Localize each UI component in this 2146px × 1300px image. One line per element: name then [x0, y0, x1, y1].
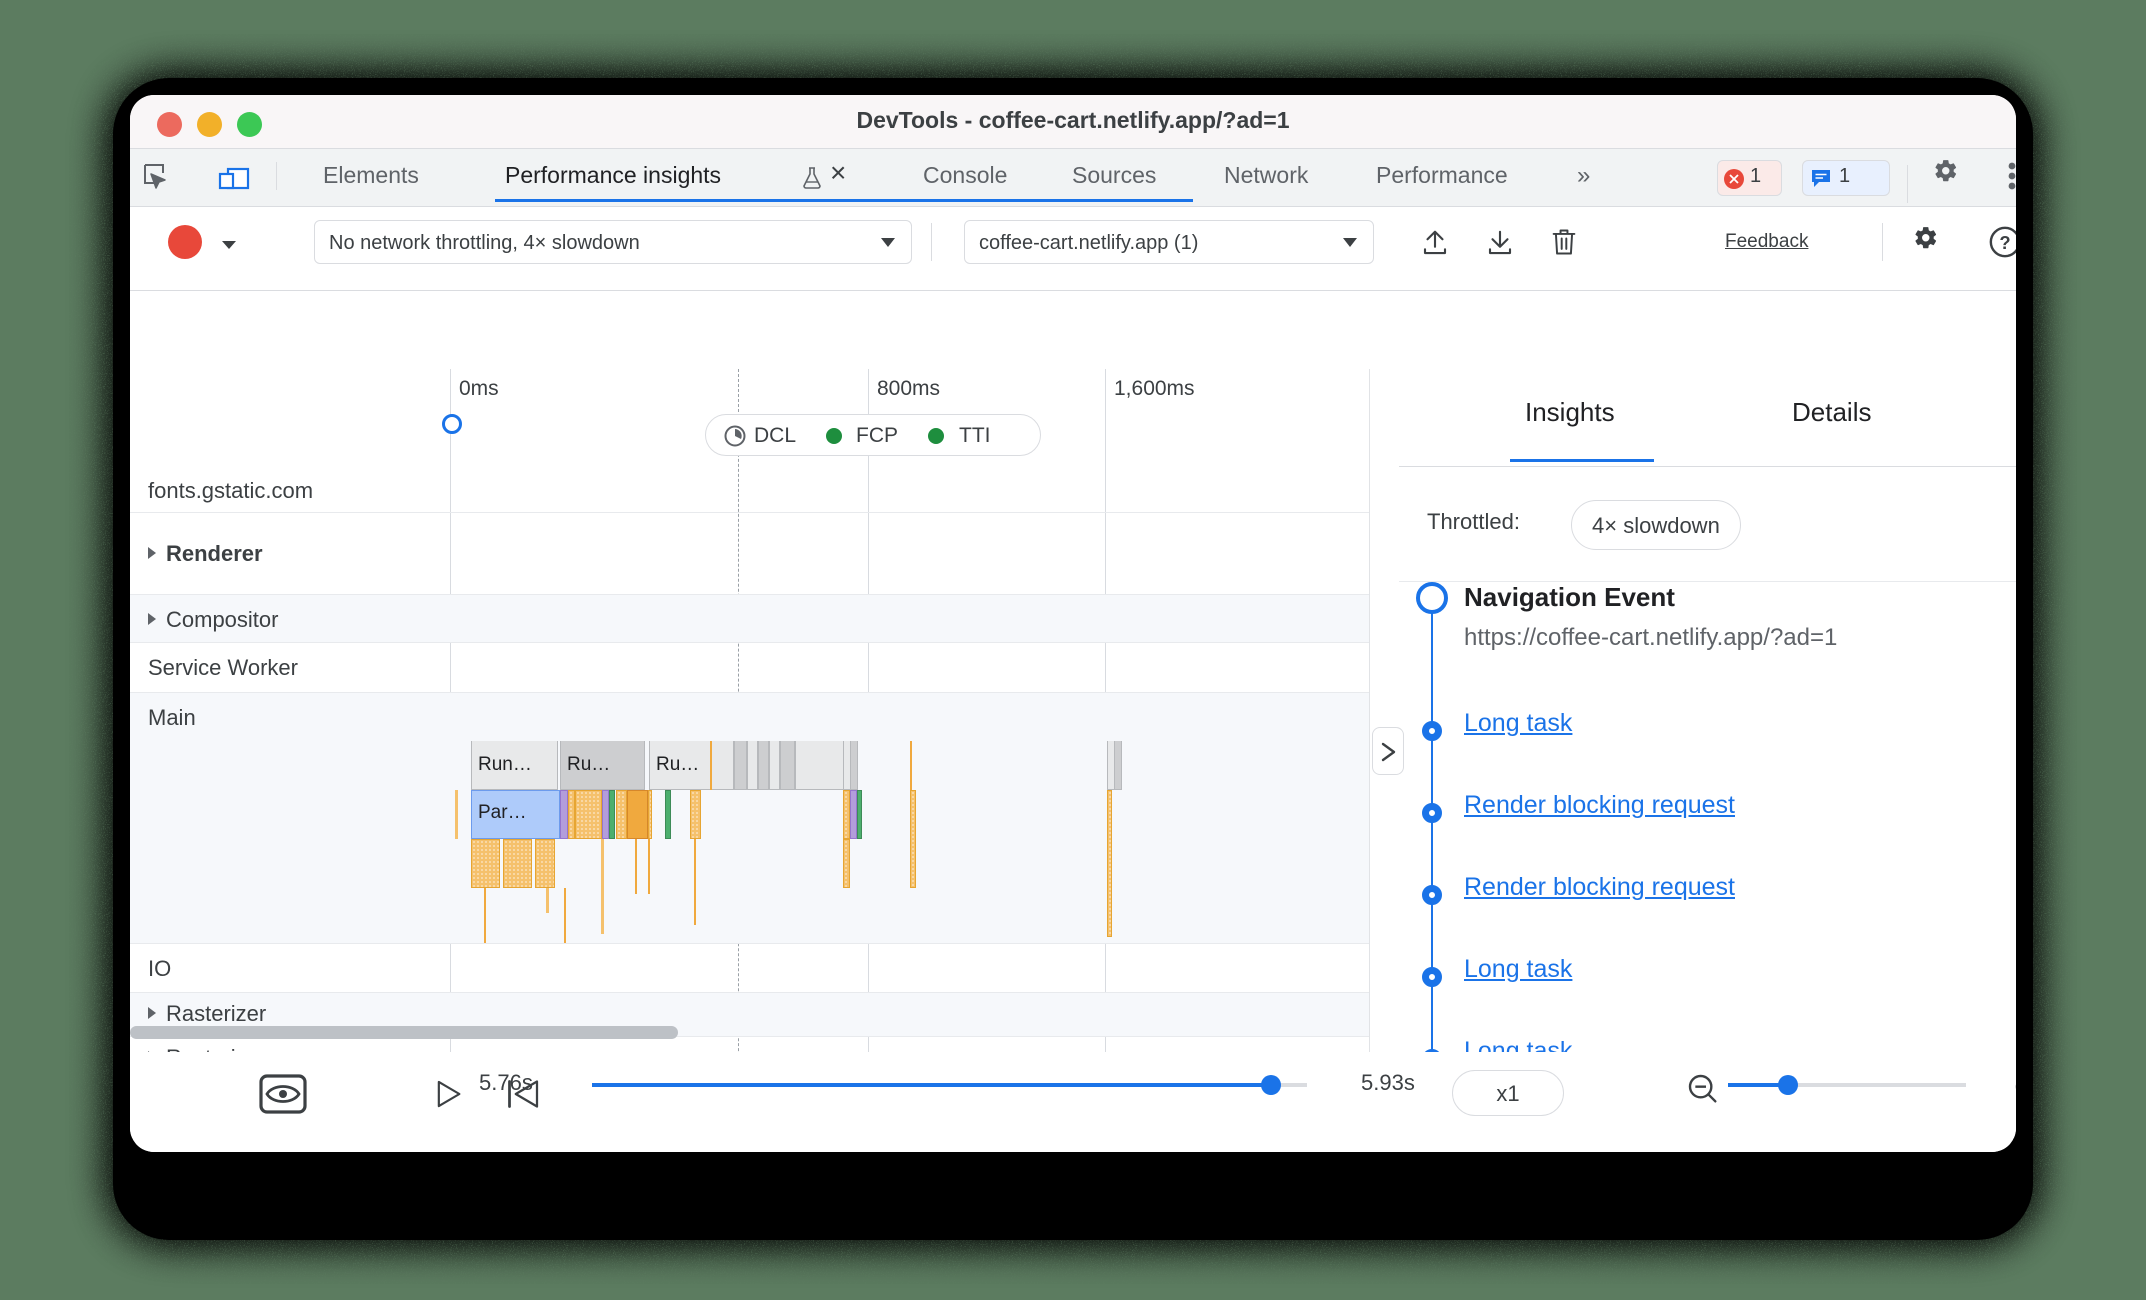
svg-text:?: ?: [1999, 232, 2010, 253]
